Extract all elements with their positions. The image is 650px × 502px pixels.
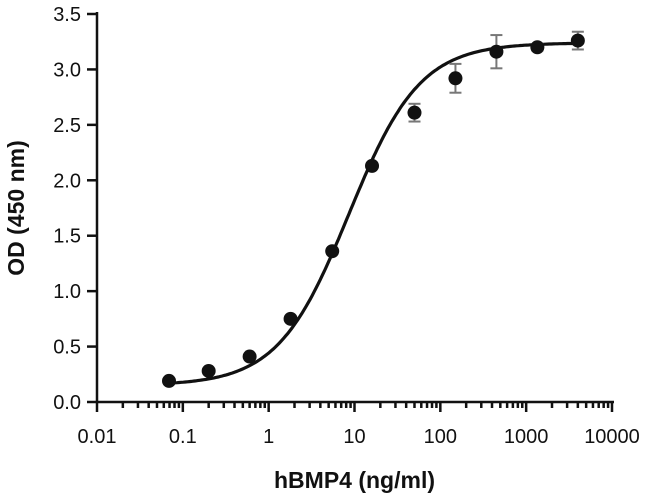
x-tick-label: 10 [343,426,365,448]
data-point [448,71,463,86]
data-point [530,40,545,55]
y-tick-label: 3.0 [53,59,81,81]
y-tick-label: 1.5 [53,226,81,248]
data-point [162,373,177,388]
axes [95,12,614,404]
data-point [242,349,257,364]
y-tick-label: 1.0 [53,281,81,303]
data-point [283,311,298,326]
y-axis-title: OD (450 nm) [3,140,29,275]
y-tick-label: 2.5 [53,115,81,137]
data-point [570,33,585,48]
y-tick-label: 2.0 [53,170,81,192]
data-point [407,105,422,120]
error-bars [163,30,584,385]
fit-curve-group [168,41,578,385]
data-point [489,44,504,59]
y-tick-label: 0.0 [53,392,81,414]
data-points [162,33,585,388]
data-point [325,244,340,259]
x-axis-title: hBMP4 (ng/ml) [274,467,435,493]
x-tick-label: 100 [424,426,457,448]
x-axis-ticks: 0.01 0.1 1 10 100 1000 10000 [78,402,640,448]
data-point [201,363,216,378]
fit-curve [168,41,578,385]
x-tick-label: 0.1 [169,426,197,448]
x-tick-label: 1000 [504,426,549,448]
x-tick-label: 10000 [584,426,640,448]
y-axis-ticks: 0.0 0.5 1.0 1.5 2.0 2.5 3.0 3.5 [53,4,97,414]
data-point [365,158,380,173]
x-tick-label: 1 [263,426,274,448]
y-tick-label: 3.5 [53,4,81,26]
x-tick-label: 0.01 [78,426,117,448]
y-tick-label: 0.5 [53,337,81,359]
